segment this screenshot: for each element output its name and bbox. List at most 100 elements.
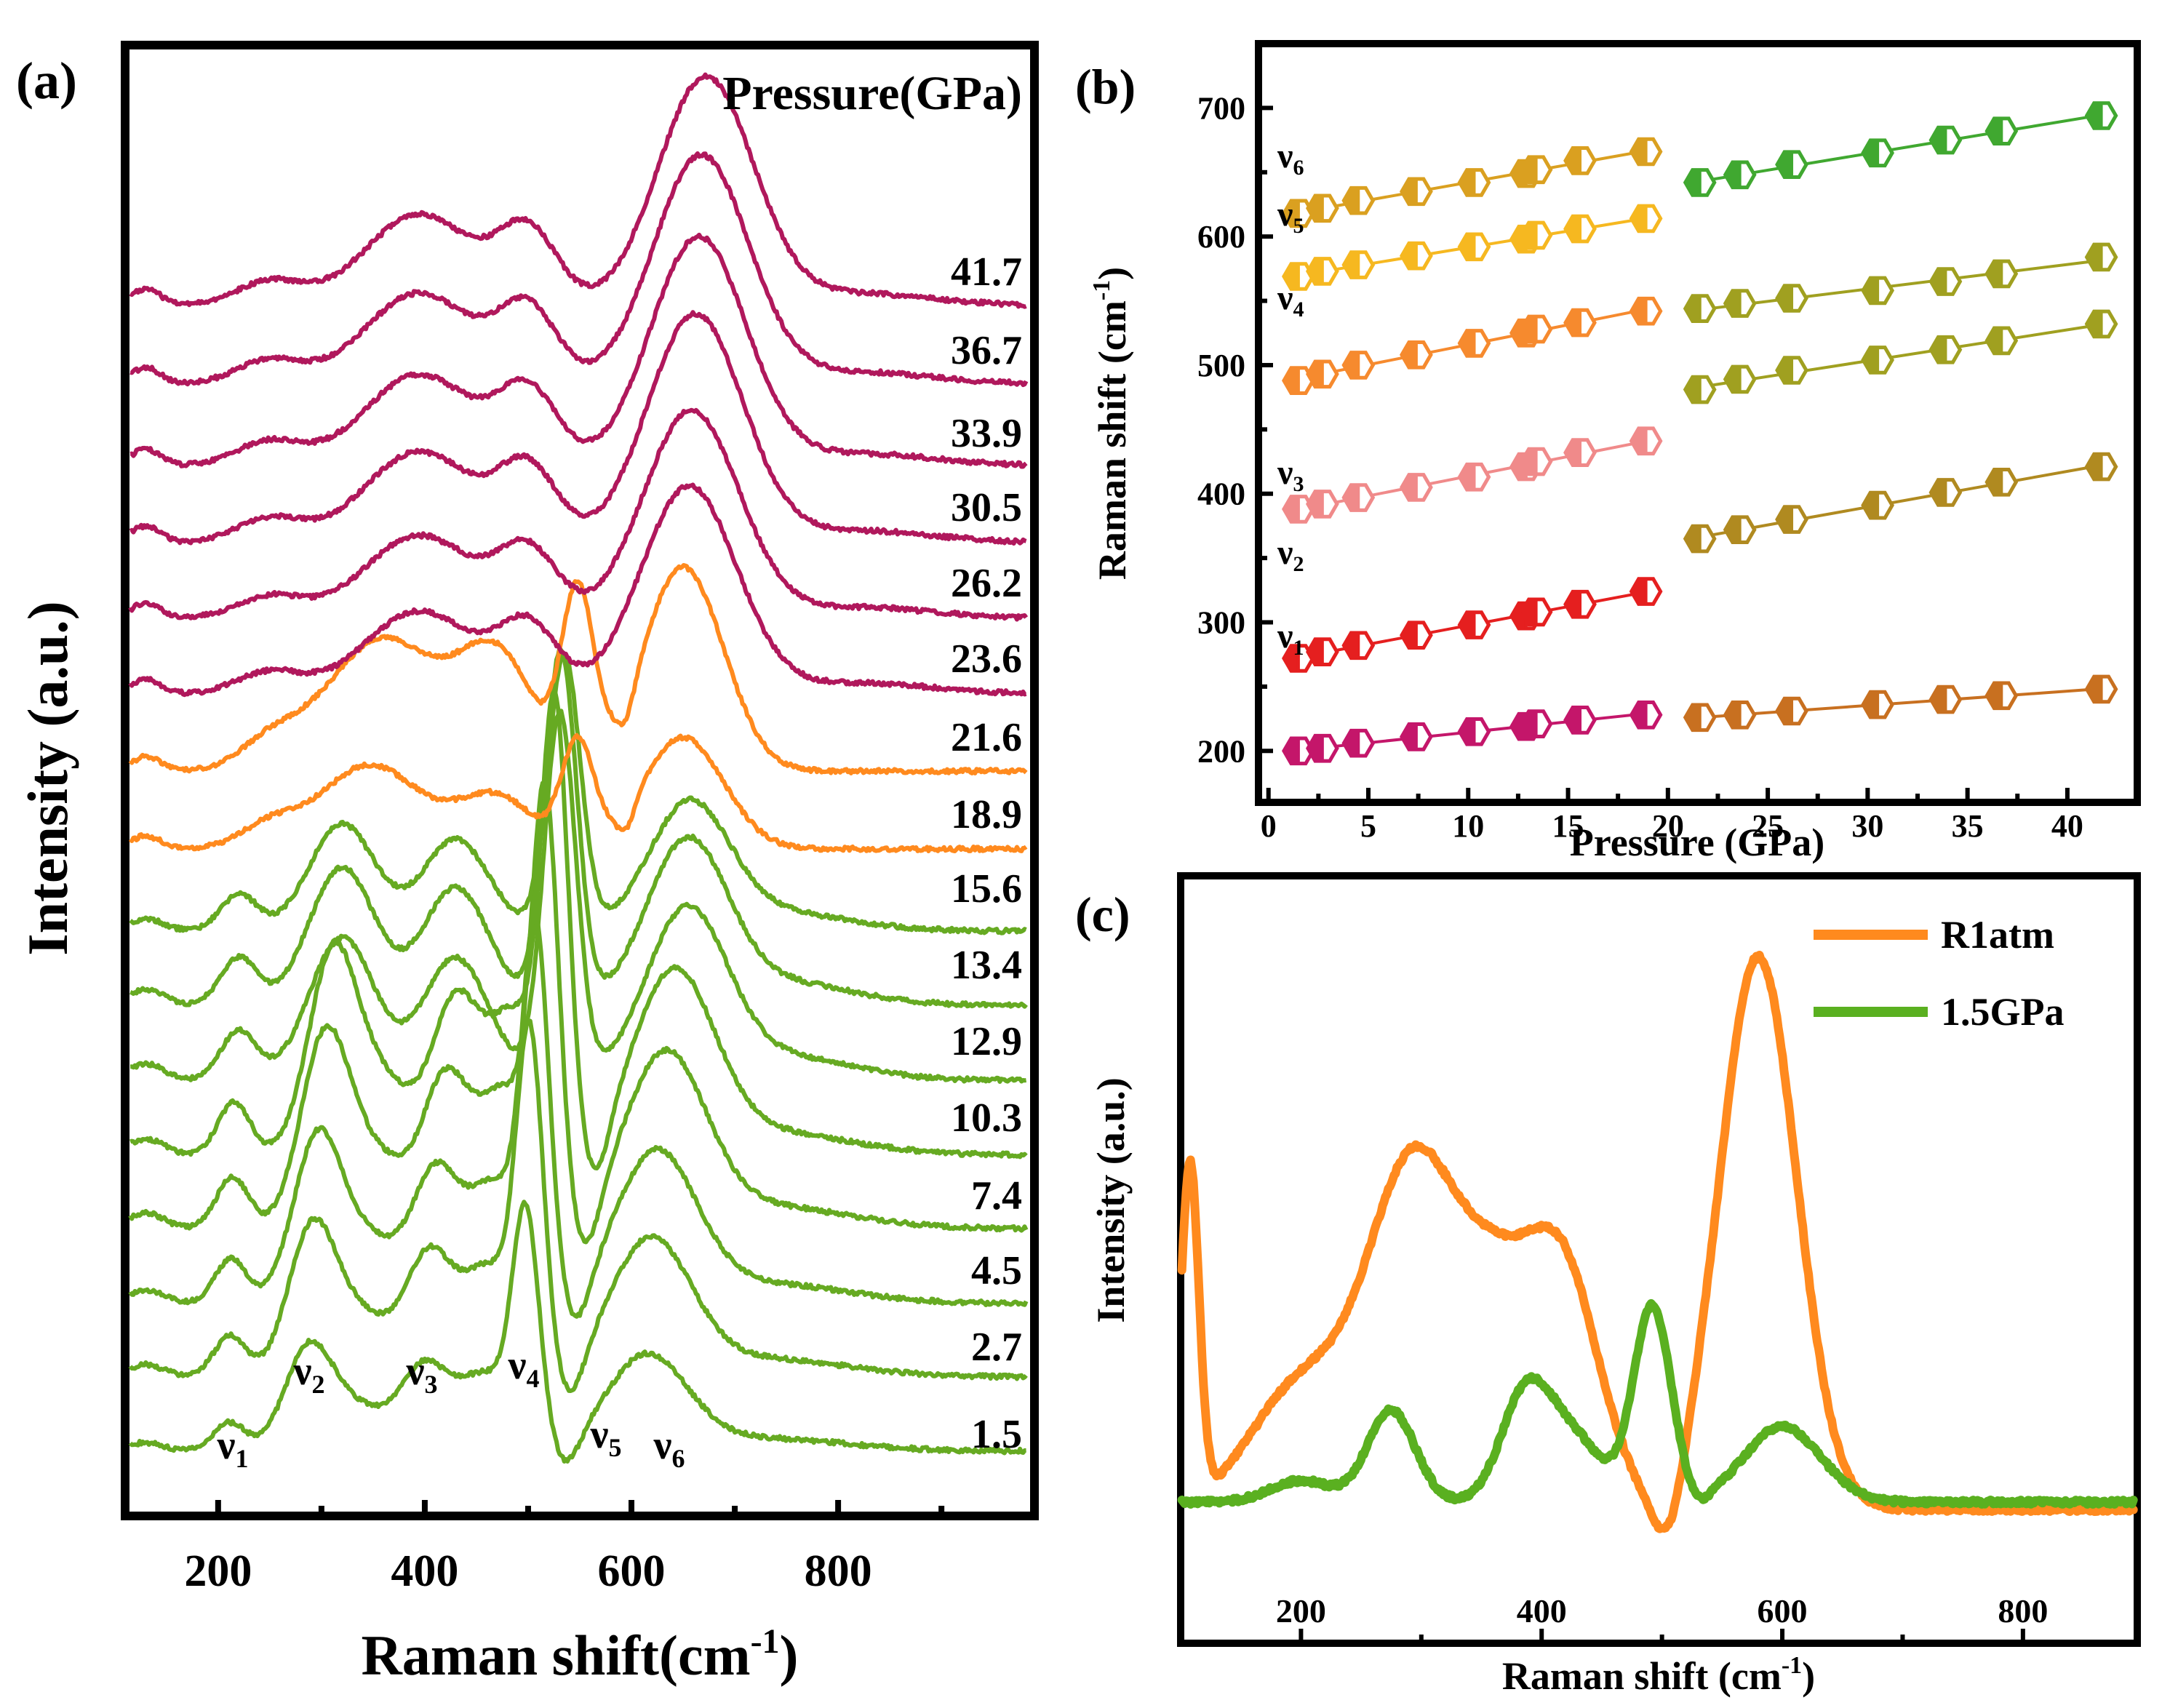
panel-c-label: (c): [1075, 887, 1130, 942]
panel-b-marker: [1282, 199, 1315, 228]
panel-a-pressure-label: 13.4: [951, 943, 1022, 988]
panel-b-marker: [1723, 160, 1757, 190]
panel-b-mode-label: ν5: [1277, 195, 1304, 238]
panel-c-legend-label: 1.5GPa: [1941, 990, 2065, 1034]
panel-b-label: (b): [1075, 59, 1136, 114]
panel-b-xtick-label: 0: [1261, 808, 1277, 844]
panel-b-marker: [1519, 155, 1553, 185]
panel-b-ylabel: Raman shift (cm-1): [1088, 267, 1134, 580]
panel-a-pressure-label: 36.7: [951, 328, 1022, 373]
panel-a-spectrum-21.6: [128, 563, 1028, 775]
panel-b-xtick-label: 25: [1752, 808, 1784, 844]
panel-a-peak-label: ν3: [405, 1349, 437, 1399]
panel-c-xtick-label: 600: [1758, 1592, 1808, 1629]
panel-b-marker: [1928, 685, 1963, 714]
panel-c-spectrum-1.5GPa: [1177, 1298, 2138, 1509]
panel-b-marker: [1282, 262, 1315, 291]
panel-b-ytick-label: 600: [1197, 219, 1245, 255]
panel-b-marker: [1629, 577, 1663, 606]
panel-b-ytick-label: 500: [1197, 348, 1245, 383]
panel-b-marker: [1457, 168, 1491, 197]
panel-b-marker: [1400, 241, 1433, 271]
panel-c: (c) 200 400 600 800 R1atm 1.5GPa Raman shift…: [1075, 872, 2141, 1698]
panel-a-ylabel: Intensity (a.u.): [16, 601, 79, 956]
panel-b-xtick-label: 20: [1652, 808, 1684, 844]
panel-a-series: 1.5 2.7 4.5 7.4 10.3 12.9 13.4 15.6 18.9 21.6 23.6…: [128, 72, 1029, 1473]
panel-b-marker: [1723, 364, 1757, 394]
panel-b-marker: [1629, 296, 1663, 326]
panel-b-marker: [1683, 703, 1717, 733]
panel-b-xtick-label: 35: [1952, 808, 1984, 844]
panel-b-marker: [1984, 681, 2019, 711]
panel-a-pressure-label: 2.7: [971, 1325, 1022, 1370]
panel-b-ytick-label: 400: [1197, 476, 1245, 512]
panel-b-marker: [1519, 709, 1553, 738]
panel-b-fit-line: [1699, 258, 2102, 311]
panel-a-spectrum-33.9: [129, 232, 1028, 469]
panel-a-spectrum-13.4: [129, 646, 1028, 1009]
panel-b-mode-label: ν2: [1277, 533, 1304, 576]
panel-b-fit-line: [1699, 687, 2102, 719]
panel-b-marker: [1457, 462, 1491, 492]
panel-b-marker: [1341, 483, 1376, 512]
panel-b-xtick-label: 10: [1452, 808, 1484, 844]
panel-b-mode-label: ν4: [1277, 279, 1304, 322]
panel-b-marker: [1563, 214, 1597, 244]
panel-b-marker: [1457, 232, 1491, 262]
panel-b-fit-line: [1699, 323, 2102, 389]
panel-b-marker: [1306, 257, 1339, 286]
panel-a-peak-label: ν6: [653, 1423, 685, 1473]
panel-b-marker: [1563, 308, 1597, 338]
panel-b-marker: [1683, 375, 1717, 404]
panel-b-marker: [1563, 146, 1597, 175]
panel-c-xtick-label: 800: [1998, 1592, 2048, 1629]
panel-b-frame: [1255, 40, 2141, 806]
panel-b-marker: [1306, 733, 1339, 763]
panel-c-ticks: 200 400 600 800: [1276, 1592, 2048, 1640]
panel-a-spectrum-41.7: [129, 72, 1027, 309]
panel-a-pressure-label: 26.2: [951, 561, 1022, 606]
panel-a-label: (a): [16, 52, 77, 110]
panel-b-marker: [1341, 250, 1376, 279]
panel-b-marker: [1563, 706, 1597, 735]
panel-b-marker: [1984, 326, 2019, 356]
panel-a-spectrum-26.2: [128, 407, 1029, 622]
panel-b-marker: [1861, 490, 1894, 520]
panel-a-xticks: 200 400 600 800: [184, 1500, 945, 1596]
panel-b-marker: [1400, 177, 1433, 207]
panel-b-marker: [1683, 294, 1717, 323]
panel-b-marker: [1306, 193, 1339, 223]
panel-b-marker: [1519, 597, 1553, 627]
panel-a-frame: [121, 41, 1039, 1520]
panel-a-xtick-label: 200: [184, 1547, 252, 1596]
panel-b-marker: [1519, 220, 1553, 250]
panel-a-pressure-label: 18.9: [951, 792, 1022, 837]
panel-a-pressure-label: 33.9: [951, 411, 1022, 456]
panel-b-marker: [1861, 346, 1894, 375]
panel-b-marker: [1629, 204, 1663, 234]
panel-a-spectrum-12.9: [129, 709, 1027, 1084]
panel-a-spectrum-30.5: [129, 310, 1027, 546]
panel-c-series: [1177, 951, 2138, 1533]
panel-b-marker: [1775, 696, 1808, 726]
panel-b: (b) 0 5 10 15 20 25 30 35 40 200 300 400 500 600 700 ν…: [1075, 40, 2141, 864]
panel-a-xlabel: Raman shift(cm-1): [361, 1622, 798, 1687]
panel-b-marker: [1519, 447, 1553, 476]
panel-b-ytick-label: 700: [1197, 90, 1245, 126]
panel-b-xtick-label: 5: [1360, 808, 1376, 844]
panel-b-marker: [1629, 701, 1663, 730]
panel-a-pressure-label: 23.6: [951, 636, 1022, 682]
panel-b-marker: [1928, 335, 1963, 364]
panel-c-xlabel: Raman shift (cm-1): [1502, 1652, 1815, 1698]
panel-b-mode-label: ν3: [1277, 453, 1304, 496]
panel-a-pressure-label: 10.3: [951, 1096, 1022, 1141]
panel-b-marker: [1928, 478, 1963, 507]
panel-b-marker: [2084, 101, 2118, 130]
panel-b-marker: [2084, 242, 2118, 272]
panel-a-spectrum-4.5: [128, 911, 1029, 1319]
panel-a-spectrum-1.5: [128, 1200, 1027, 1464]
panel-c-spectrum-R1atm: [1177, 951, 2138, 1533]
panel-b-marker: [1400, 340, 1433, 370]
panel-b-marker: [1775, 150, 1808, 179]
panel-b-marker: [1984, 259, 2019, 289]
